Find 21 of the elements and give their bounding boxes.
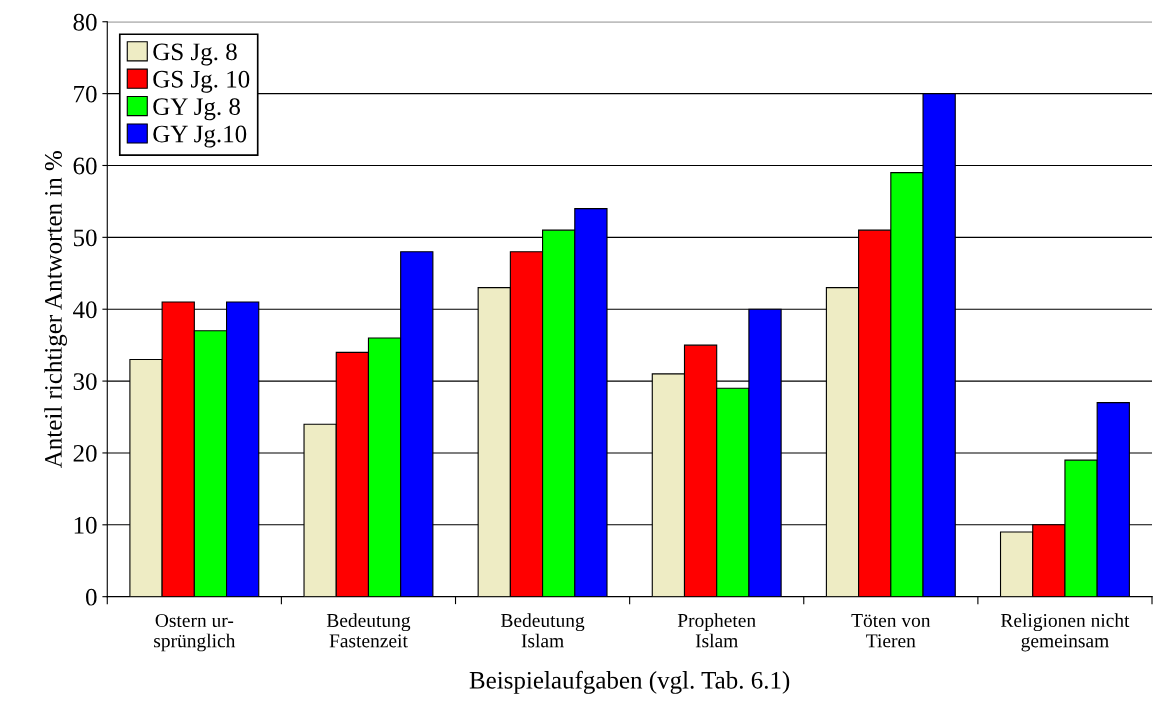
legend-label: GS Jg. 8: [153, 43, 237, 66]
x-tick-label: Ostern ur- sprünglich: [154, 613, 236, 652]
y-tick-label: 80: [73, 13, 97, 31]
y-tick-label: 70: [74, 85, 97, 103]
legend-label: GY Jg.10: [153, 125, 247, 148]
legend-label: GY Jg. 8: [153, 98, 240, 121]
x-tick-label: Töten von Tieren: [851, 614, 931, 648]
y-tick-label: 40: [73, 301, 97, 319]
y-tick-label: 10: [74, 516, 97, 534]
y-tick-label: 60: [73, 157, 97, 175]
x-tick-label: Propheten Islam: [677, 613, 756, 648]
x-tick-label: Bedeutung Fastenzeit: [326, 613, 411, 648]
legend-label: GS Jg. 10: [153, 70, 250, 93]
y-tick-label: 0: [86, 588, 97, 606]
y-tick-label: 30: [73, 373, 97, 390]
y-axis-title: Anteil richtiger Antworten in %: [44, 151, 67, 468]
y-tick-label: 20: [73, 444, 97, 462]
x-tick-label: Bedeutung Islam: [501, 613, 585, 648]
y-tick-label: 50: [74, 229, 97, 247]
x-tick-label: Religionen nicht gemeinsam: [1000, 613, 1130, 652]
x-axis-title: Beispielaufgaben (vgl. Tab. 6.1): [469, 670, 790, 694]
